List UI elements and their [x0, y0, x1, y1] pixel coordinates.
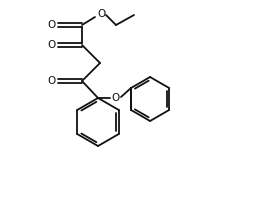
Text: O: O [112, 93, 120, 103]
Text: O: O [48, 40, 56, 50]
Text: O: O [98, 9, 106, 19]
Text: O: O [48, 20, 56, 30]
Text: O: O [48, 76, 56, 86]
